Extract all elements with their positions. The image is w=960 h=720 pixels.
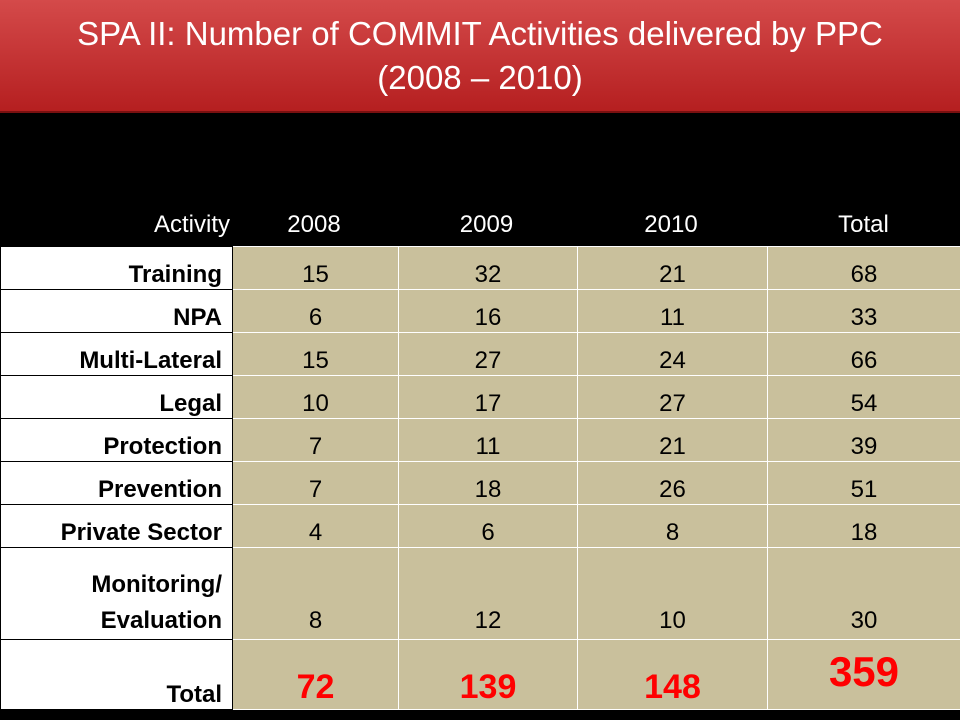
cell-2008: 7 bbox=[232, 418, 399, 462]
header-activity: Activity bbox=[153, 211, 230, 238]
cell-2010: 10 bbox=[577, 547, 768, 640]
row-label: Monitoring/ Evaluation bbox=[0, 547, 233, 640]
cell-2010: 21 bbox=[577, 418, 768, 462]
cell-2008: 6 bbox=[232, 289, 399, 333]
total-2008: 72 bbox=[232, 639, 399, 710]
totals-label: Total bbox=[0, 639, 233, 710]
total-2010: 148 bbox=[577, 639, 768, 710]
cell-2009: 18 bbox=[398, 461, 578, 505]
cell-2010: 8 bbox=[577, 504, 768, 548]
cell-2010: 21 bbox=[577, 246, 768, 290]
table-row: Training 15 32 21 68 bbox=[0, 246, 960, 290]
cell-2008: 15 bbox=[232, 332, 399, 376]
cell-2010: 11 bbox=[577, 289, 768, 333]
cell-2008: 4 bbox=[232, 504, 399, 548]
activities-table: Training 15 32 21 68 NPA 6 16 11 33 Mult… bbox=[0, 246, 960, 710]
totals-row: Total 72 139 148 359 bbox=[0, 639, 960, 710]
cell-total: 33 bbox=[767, 289, 960, 333]
row-label: Multi-Lateral bbox=[0, 332, 233, 376]
header-total: Total bbox=[838, 211, 889, 238]
page-title: SPA II: Number of COMMIT Activities deli… bbox=[77, 12, 883, 100]
cell-2008: 8 bbox=[232, 547, 399, 640]
cell-2009: 12 bbox=[398, 547, 578, 640]
table-row: Monitoring/ Evaluation 8 12 10 30 bbox=[0, 547, 960, 640]
table-row: Prevention 7 18 26 51 bbox=[0, 461, 960, 505]
cell-2009: 16 bbox=[398, 289, 578, 333]
row-label: Legal bbox=[0, 375, 233, 419]
cell-2009: 11 bbox=[398, 418, 578, 462]
cell-2008: 7 bbox=[232, 461, 399, 505]
row-label: NPA bbox=[0, 289, 233, 333]
table-row: Protection 7 11 21 39 bbox=[0, 418, 960, 462]
cell-2009: 17 bbox=[398, 375, 578, 419]
header-2010: 2010 bbox=[644, 211, 698, 238]
cell-total: 66 bbox=[767, 332, 960, 376]
total-2009: 139 bbox=[398, 639, 578, 710]
cell-total: 39 bbox=[767, 418, 960, 462]
table-row: Legal 10 17 27 54 bbox=[0, 375, 960, 419]
row-label: Training bbox=[0, 246, 233, 290]
cell-2010: 26 bbox=[577, 461, 768, 505]
row-label: Prevention bbox=[0, 461, 233, 505]
cell-2009: 27 bbox=[398, 332, 578, 376]
header-2008: 2008 bbox=[287, 211, 341, 238]
cell-2008: 10 bbox=[232, 375, 399, 419]
cell-2009: 6 bbox=[398, 504, 578, 548]
cell-2010: 24 bbox=[577, 332, 768, 376]
cell-2010: 27 bbox=[577, 375, 768, 419]
table-row: Private Sector 4 6 8 18 bbox=[0, 504, 960, 548]
cell-2008: 15 bbox=[232, 246, 399, 290]
table-row: NPA 6 16 11 33 bbox=[0, 289, 960, 333]
title-line-2: (2008 – 2010) bbox=[377, 58, 583, 96]
row-label: Private Sector bbox=[0, 504, 233, 548]
title-line-1: SPA II: Number of COMMIT Activities deli… bbox=[77, 14, 883, 52]
header-2009: 2009 bbox=[459, 211, 514, 238]
cell-total: 30 bbox=[767, 547, 960, 640]
row-label-line-2: Evaluation bbox=[100, 607, 222, 634]
cell-total: 18 bbox=[767, 504, 960, 548]
cell-total: 68 bbox=[767, 246, 960, 290]
grand-total: 359 bbox=[767, 639, 960, 710]
row-label: Protection bbox=[0, 418, 233, 462]
table-header-row: Activity 2008 2009 2010 Total bbox=[0, 205, 960, 245]
cell-total: 51 bbox=[767, 461, 960, 505]
cell-2009: 32 bbox=[398, 246, 578, 290]
title-bar: SPA II: Number of COMMIT Activities deli… bbox=[0, 0, 960, 113]
table-row: Multi-Lateral 15 27 24 66 bbox=[0, 332, 960, 376]
cell-total: 54 bbox=[767, 375, 960, 419]
row-label-line-1: Monitoring/ bbox=[91, 571, 222, 598]
